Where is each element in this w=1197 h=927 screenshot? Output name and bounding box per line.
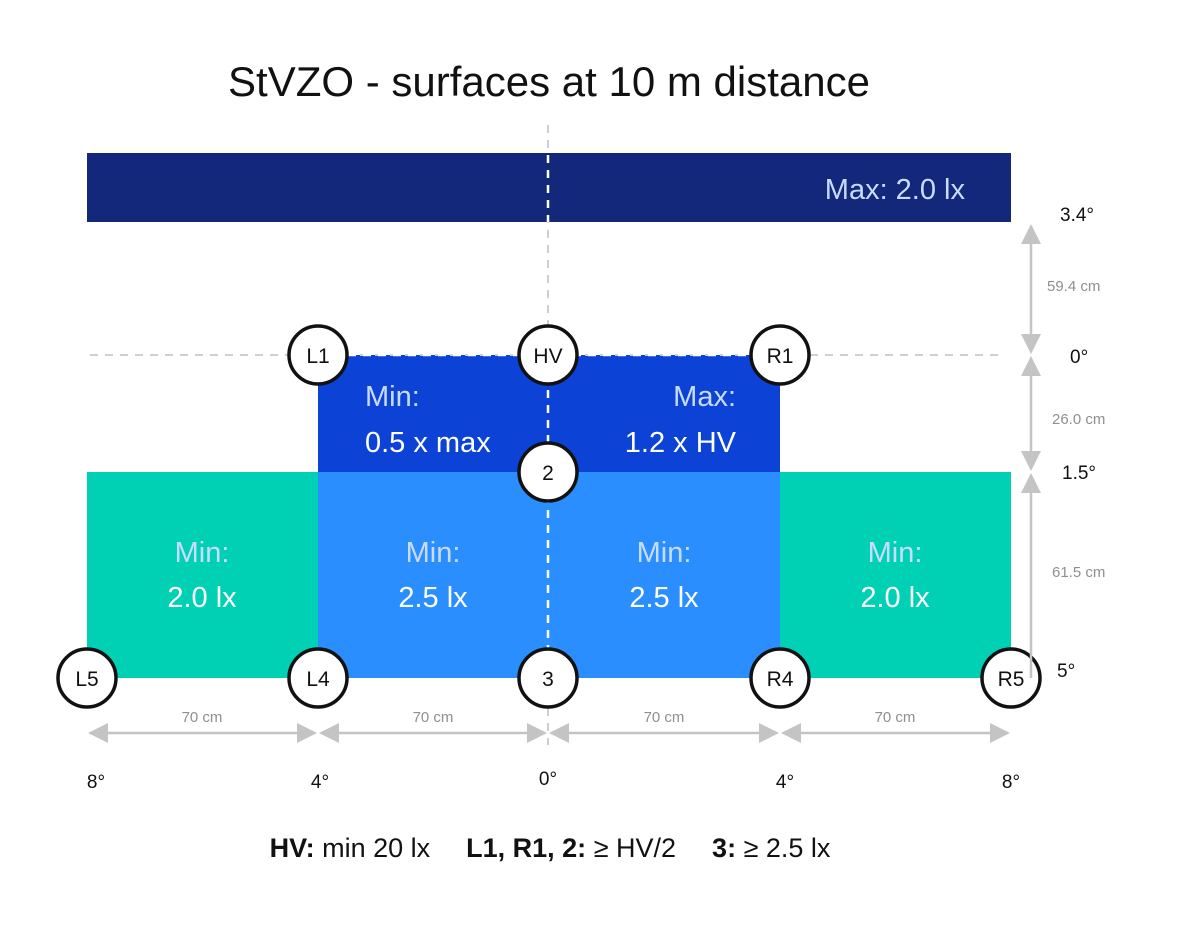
point-r4: R4 (749, 647, 811, 709)
point-l1-label: L1 (306, 345, 329, 368)
point-2-label: 2 (542, 462, 554, 485)
point-l5-label: L5 (75, 668, 98, 691)
legend-l1-value: ≥ HV/2 (586, 833, 676, 863)
zone-outer-right-line1: Min: (868, 537, 923, 569)
point-3-label: 3 (542, 668, 554, 691)
legend: HV: min 20 lx L1, R1, 2: ≥ HV/2 3: ≥ 2.5 l… (270, 833, 831, 863)
horizontal-angle-left-8: 8° (87, 772, 105, 793)
vertical-angle-1-5: 1.5° (1062, 463, 1096, 484)
zone-upper-right-line1: Max: (673, 381, 736, 413)
point-l5: L5 (56, 647, 118, 709)
vertical-dim-label-3: 61.5 cm (1052, 564, 1105, 581)
horizontal-dim-label-4: 70 cm (875, 709, 916, 726)
horizontal-angle-0: 0° (539, 769, 557, 790)
legend-hv-key: HV: (270, 833, 315, 863)
horizontal-angle-left-4: 4° (311, 772, 329, 793)
zone-center-left-line1: Min: (406, 537, 461, 569)
legend-p3-key: 3: (712, 833, 736, 863)
point-l4-circle (287, 647, 349, 709)
zone-center-right-line2: 2.5 lx (629, 582, 699, 614)
horizontal-angle-right-8: 8° (1002, 772, 1020, 793)
zone-outer-left-line2: 2.0 lx (167, 582, 237, 614)
point-l1: L1 (287, 324, 349, 386)
point-r1-label: R1 (767, 345, 794, 368)
zone-outer-left (87, 472, 318, 678)
vertical-dim-label-1: 59.4 cm (1047, 278, 1100, 295)
vertical-angle-5: 5° (1057, 661, 1075, 682)
horizontal-dim-label-3: 70 cm (644, 709, 685, 726)
zone-center-right-line1: Min: (637, 537, 692, 569)
legend-hv-value: min 20 lx (315, 833, 431, 863)
point-r5: R5 (980, 647, 1042, 709)
point-r1: R1 (749, 324, 811, 386)
zone-outer-left-line1: Min: (175, 537, 230, 569)
point-l4-label: L4 (306, 668, 330, 691)
horizontal-dim-label-2: 70 cm (413, 709, 454, 726)
point-3-circle (517, 647, 579, 709)
zone-top-bar-label: Max: 2.0 lx (825, 174, 966, 206)
point-l1-circle (287, 324, 349, 386)
vertical-dim-label-2: 26.0 cm (1052, 411, 1105, 428)
zone-upper-right-line2: 1.2 x HV (625, 427, 737, 459)
horizontal-dim-label-1: 70 cm (182, 709, 223, 726)
point-l4: L4 (287, 647, 349, 709)
point-2: 2 (517, 441, 579, 503)
vertical-angle-0: 0° (1070, 347, 1088, 368)
point-r4-circle (749, 647, 811, 709)
point-r4-label: R4 (767, 668, 794, 691)
point-3: 3 (517, 647, 579, 709)
legend-p3-value: ≥ 2.5 lx (736, 833, 831, 863)
horizontal-angle-right-4: 4° (776, 772, 794, 793)
page-title: StVZO - surfaces at 10 m distance (228, 58, 870, 105)
point-2-circle (517, 441, 579, 503)
point-r5-label: R5 (998, 668, 1025, 691)
point-hv-label: HV (533, 345, 562, 368)
point-r5-circle (980, 647, 1042, 709)
vertical-angle-3-4: 3.4° (1060, 205, 1094, 226)
zone-center-left-line2: 2.5 lx (398, 582, 468, 614)
zone-outer-right-line2: 2.0 lx (860, 582, 930, 614)
legend-l1-key: L1, R1, 2: (466, 833, 586, 863)
zone-upper-left-line1: Min: (365, 381, 420, 413)
point-l5-circle (56, 647, 118, 709)
point-hv: HV (517, 324, 579, 386)
zone-outer-right (780, 472, 1011, 678)
point-hv-circle (517, 324, 579, 386)
point-r1-circle (749, 324, 811, 386)
zone-upper-left-line2: 0.5 x max (365, 427, 491, 459)
